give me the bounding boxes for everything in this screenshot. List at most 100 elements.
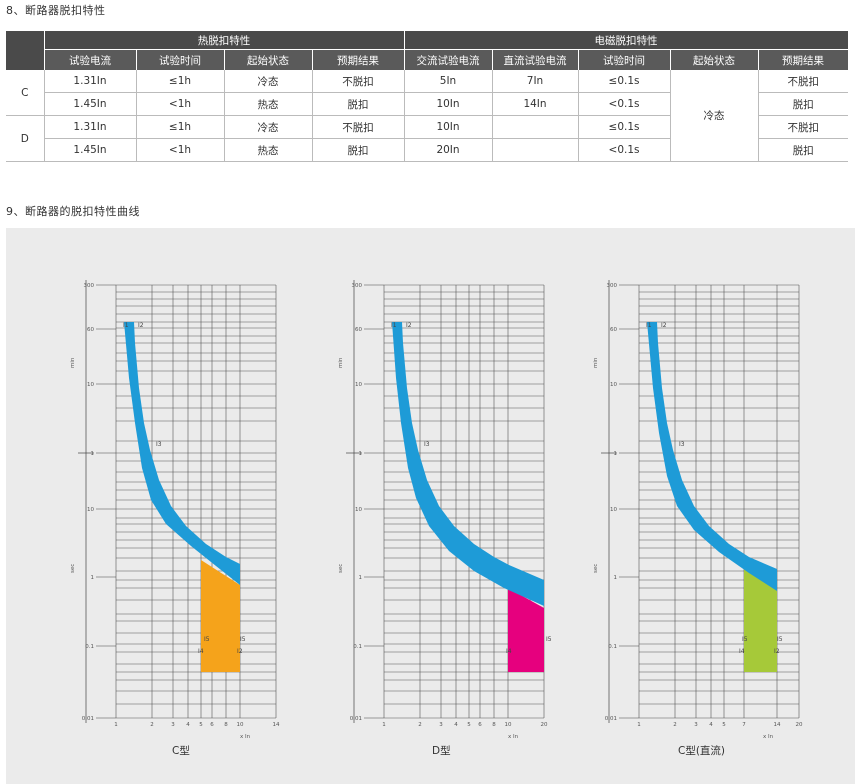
table-cell: 冷态 xyxy=(224,115,313,139)
y-tick-label: 0.1 xyxy=(608,644,617,650)
corner-header xyxy=(6,31,45,70)
y-tick-label: 1 xyxy=(91,451,95,457)
table-cell: 20In xyxy=(404,138,493,162)
magnetic-trip-region xyxy=(744,560,777,672)
table-cell: 5In xyxy=(404,70,493,93)
x-tick-label: 14 xyxy=(273,722,280,728)
x-tick-label: 5 xyxy=(199,722,203,728)
y-tick-label: 60 xyxy=(355,327,362,333)
y-unit-min: min xyxy=(338,357,344,368)
x-tick-label: 2 xyxy=(673,722,677,728)
table-cell: 脱扣 xyxy=(758,92,849,116)
col-header: 试验电流 xyxy=(44,49,137,70)
chart-caption-c-dc: C型(直流) xyxy=(678,745,726,757)
x-tick-label: 3 xyxy=(171,722,175,728)
row-label-c: C xyxy=(6,70,45,116)
x-tick-label: 1 xyxy=(382,722,386,728)
table-cell: 冷态 xyxy=(224,70,313,93)
col-header: 起始状态 xyxy=(670,49,759,70)
table-cell: 不脱扣 xyxy=(312,115,405,139)
x-tick-label: 8 xyxy=(492,722,496,728)
y-tick-label: 60 xyxy=(87,327,94,333)
x-unit-label: x In xyxy=(763,734,774,738)
curve-marker-label: I1 xyxy=(123,322,129,329)
y-tick-label: 1 xyxy=(614,575,618,581)
thermal-trip-band xyxy=(392,322,544,606)
y-tick-label: 0.1 xyxy=(353,644,362,650)
x-unit-label: x In xyxy=(508,734,519,738)
table-cell: <1h xyxy=(136,138,225,162)
table-cell: 不脱扣 xyxy=(758,70,849,93)
y-tick-label: 60 xyxy=(610,327,617,333)
curve-marker-label: I5 xyxy=(742,636,748,643)
trip-curve-chart-c: 300 60 10 1 10 1 0.1 0.01 min sec 1 2 3 4 5 6 8 10 14 x In I… xyxy=(70,280,280,738)
table-cell: <0.1s xyxy=(578,138,671,162)
table-cell: 热态 xyxy=(224,92,313,116)
x-tick-label: 4 xyxy=(454,722,458,728)
row-label-d: D xyxy=(6,115,45,162)
x-tick-label: 10 xyxy=(237,722,244,728)
y-tick-label: 10 xyxy=(87,382,94,388)
table-cell: 1.31In xyxy=(44,70,137,93)
curve-marker-label: I2 xyxy=(774,648,780,655)
y-tick-label: 300 xyxy=(607,283,618,289)
y-tick-label: 0.01 xyxy=(350,716,362,722)
x-tick-label: 5 xyxy=(467,722,471,728)
table-cell: 不脱扣 xyxy=(758,115,849,139)
x-tick-label: 6 xyxy=(210,722,214,728)
y-tick-label: 10 xyxy=(355,382,362,388)
x-tick-label: 3 xyxy=(694,722,698,728)
x-tick-label: 10 xyxy=(505,722,512,728)
table-cell: 1.45In xyxy=(44,138,137,162)
curve-marker-label: I5 xyxy=(546,636,552,643)
y-unit-sec: sec xyxy=(338,564,344,573)
x-tick-label: 20 xyxy=(796,722,803,728)
x-tick-label: 5 xyxy=(722,722,726,728)
x-tick-label: 1 xyxy=(114,722,118,728)
magnetic-trip-region xyxy=(201,560,240,672)
table-cell: 10In xyxy=(404,92,493,116)
table-row: D 1.31In ≤1h 冷态 不脱扣 10In ≤0.1s 不脱扣 xyxy=(6,115,849,162)
table-row: C 1.31In ≤1h 冷态 不脱扣 5In 7In ≤0.1s 冷态 不脱扣 xyxy=(6,70,849,162)
x-tick-label: 1 xyxy=(637,722,641,728)
table-cell: 1.45In xyxy=(44,92,137,116)
table-cell: 脱扣 xyxy=(312,92,405,116)
curve-marker-label: I5 xyxy=(777,636,783,643)
section-8-title: 8、断路器脱扣特性 xyxy=(6,4,106,17)
merged-state-cell: 冷态 xyxy=(670,70,759,162)
trip-characteristics-table: 热脱扣特性 电磁脱扣特性 试验电流 试验时间 起始状态 预期结果 交流试验电流 … xyxy=(6,31,849,162)
table-cell xyxy=(492,138,579,162)
trip-curve-chart-d: 300 60 10 1 10 1 0.1 0.01 min sec 1 2 3 4 5 6 8 10 20 x In I… xyxy=(338,280,552,738)
magnetic-trip-region xyxy=(508,588,544,672)
x-unit-label: x In xyxy=(240,734,251,738)
y-tick-label: 300 xyxy=(352,283,363,289)
chart-caption-c: C型 xyxy=(172,745,190,757)
curve-marker-label: I1 xyxy=(646,322,652,329)
y-tick-label: 1 xyxy=(614,451,618,457)
curve-marker-label: I5 xyxy=(204,636,210,643)
y-unit-sec: sec xyxy=(593,564,599,573)
thermal-trip-band xyxy=(647,322,777,591)
col-header: 试验时间 xyxy=(136,49,225,70)
col-header: 试验时间 xyxy=(578,49,671,70)
y-tick-label: 1 xyxy=(359,451,363,457)
table-cell: 7In xyxy=(492,70,579,93)
table-cell: 1.31In xyxy=(44,115,137,139)
y-unit-min: min xyxy=(70,357,76,368)
curve-marker-label: I2 xyxy=(406,322,412,329)
y-tick-label: 0.1 xyxy=(85,644,94,650)
x-tick-label: 8 xyxy=(224,722,228,728)
y-tick-label: 0.01 xyxy=(82,716,94,722)
x-tick-label: 4 xyxy=(709,722,713,728)
table-cell: 脱扣 xyxy=(758,138,849,162)
curves-panel: 300 60 10 1 10 1 0.1 0.01 min sec 1 2 3 4 5 6 8 10 14 x In I… xyxy=(6,228,855,784)
x-tick-label: 3 xyxy=(439,722,443,728)
table-cell: ≤1h xyxy=(136,115,225,139)
section-9-title: 9、断路器的脱扣特性曲线 xyxy=(6,205,140,218)
curve-marker-label: I2 xyxy=(661,322,667,329)
y-tick-label: 10 xyxy=(355,507,362,513)
y-tick-label: 300 xyxy=(84,283,95,289)
curve-marker-label: I3 xyxy=(424,441,430,448)
table-cell: 热态 xyxy=(224,138,313,162)
x-tick-label: 6 xyxy=(478,722,482,728)
